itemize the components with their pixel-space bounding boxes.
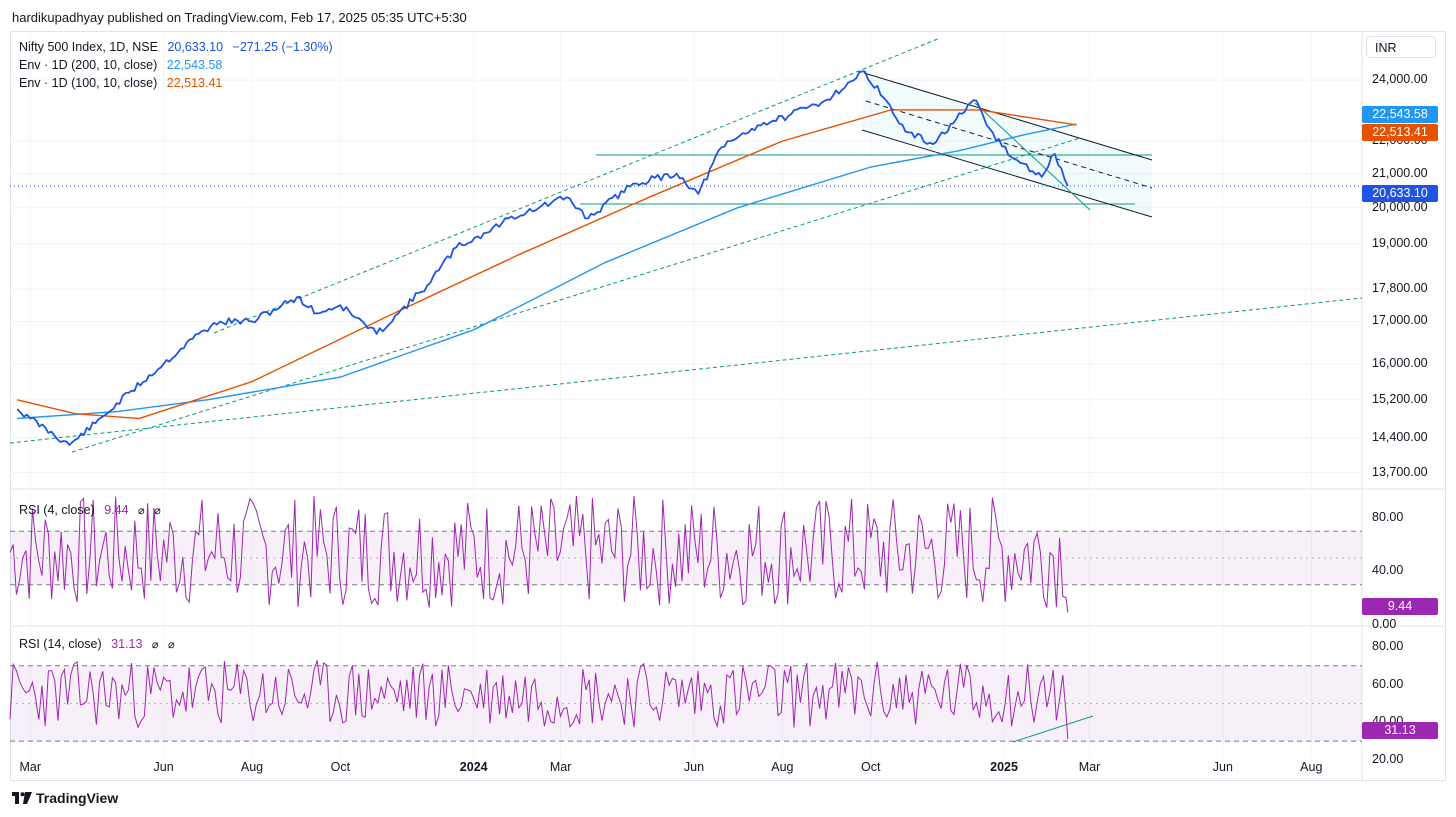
time-tick-label: Oct [330, 760, 351, 774]
channel-upper-line [863, 72, 1153, 161]
legend-rsi14-label: RSI (14, close) [19, 637, 102, 651]
rsi-tick-label: 20.00 [1372, 752, 1404, 766]
time-tick-label: Aug [1300, 760, 1323, 774]
legend-main-change: −271.25 (−1.30%) [232, 40, 333, 54]
legend-env200[interactable]: Env · 1D (200, 10, close) 22,543.58 [19, 58, 222, 72]
hide-icon[interactable]: ⌀ [154, 505, 161, 517]
long-support-line [9, 297, 1363, 444]
lower-trendline [71, 137, 1081, 453]
legend-env100[interactable]: Env · 1D (100, 10, close) 22,513.41 [19, 76, 222, 90]
legend-rsi14[interactable]: RSI (14, close) 31.13 ⌀ ⌀ [19, 637, 175, 651]
env200-price-tag: 22,543.58 [1362, 106, 1438, 123]
grid-lines [10, 31, 1446, 781]
env100-line [17, 109, 1077, 420]
price-tick-label: 19,000.00 [1372, 235, 1428, 250]
legend-main-label: Nifty 500 Index, 1D, NSE [19, 40, 158, 54]
currency-button[interactable]: INR [1366, 36, 1436, 58]
brand-name: TradingView [36, 790, 119, 806]
price-tick-label: 17,000.00 [1372, 313, 1428, 328]
time-tick-label: 2024 [459, 760, 488, 774]
last-price-tag: 20,633.10 [1362, 185, 1438, 202]
legend-rsi14-value: 31.13 [111, 637, 143, 651]
rsi-tick-label: 60.00 [1372, 676, 1404, 691]
tradingview-logo-icon [12, 792, 32, 804]
rsi-bands [10, 530, 1362, 742]
channel-mid-line [865, 100, 1153, 189]
price-line [16, 70, 1069, 446]
time-tick-label: Mar [549, 760, 572, 774]
legend-rsi4-label: RSI (4, close) [19, 503, 95, 517]
short-trendline [974, 102, 1091, 211]
rsi-tick-label: 0.00 [1372, 617, 1397, 631]
price-tick-label: 24,000.00 [1372, 72, 1428, 87]
price-tick-label: 13,700.00 [1372, 464, 1428, 479]
rsi-trendline [1012, 715, 1094, 743]
legend-main[interactable]: Nifty 500 Index, 1D, NSE 20,633.10 −271.… [19, 40, 333, 54]
price-tick-label: 20,000.00 [1372, 199, 1428, 214]
rsi14-value-tag: 31.13 [1362, 722, 1438, 739]
chart-frame[interactable] [10, 31, 1446, 781]
rsi14-line [9, 660, 1069, 740]
time-tick-label: Aug [771, 760, 794, 774]
time-tick-label: Jun [1212, 760, 1233, 774]
price-tick-label: 16,000.00 [1372, 355, 1428, 370]
publisher-line: hardikupadhyay published on TradingView.… [12, 10, 467, 25]
rsi-band [10, 665, 1362, 742]
price-tick-label: 15,200.00 [1372, 391, 1428, 406]
legend-env100-value: 22,513.41 [166, 76, 223, 90]
time-tick-label: Jun [153, 760, 174, 774]
time-tick-label: Aug [240, 760, 264, 774]
tradingview-logo[interactable]: TradingView [12, 790, 118, 806]
price-tick-label: 17,800.00 [1372, 281, 1428, 296]
hide-icon[interactable]: ⌀ [168, 639, 175, 651]
legend-env100-label: Env · 1D (100, 10, close) [19, 76, 158, 90]
price-tick-label: 14,400.00 [1372, 429, 1428, 444]
channel-fill [862, 73, 1152, 217]
env200-line [17, 123, 1077, 420]
rsi-tick-label: 40.00 [1372, 563, 1404, 578]
trend-drawings [9, 37, 1363, 743]
price-tick-label: 21,000.00 [1372, 165, 1428, 180]
rsi4-line [9, 496, 1069, 613]
rsi-tick-label: 80.00 [1372, 638, 1404, 653]
legend-env200-value: 22,543.58 [166, 58, 223, 72]
env100-price-tag: 22,513.41 [1362, 124, 1438, 141]
upper-trendline [213, 37, 941, 334]
legend-env200-label: Env · 1D (200, 10, close) [19, 58, 158, 72]
time-tick-label: Mar [1078, 760, 1101, 774]
time-tick-label: Oct [861, 760, 881, 774]
hide-icon[interactable]: ⌀ [151, 639, 159, 651]
channel-lower-line [861, 129, 1153, 218]
rsi4-value-tag: 9.44 [1362, 598, 1438, 615]
price-series [9, 70, 1362, 740]
legend-rsi4-value: 9.44 [104, 503, 129, 517]
hide-icon[interactable]: ⌀ [138, 505, 145, 517]
legend-main-value: 20,633.10 [167, 40, 224, 54]
time-tick-label: Mar [19, 760, 42, 774]
legend-rsi4[interactable]: RSI (4, close) 9.44 ⌀ ⌀ [19, 503, 161, 517]
rsi-tick-label: 80.00 [1372, 509, 1404, 524]
time-tick-label: 2025 [990, 760, 1018, 774]
time-tick-label: Jun [683, 760, 705, 774]
